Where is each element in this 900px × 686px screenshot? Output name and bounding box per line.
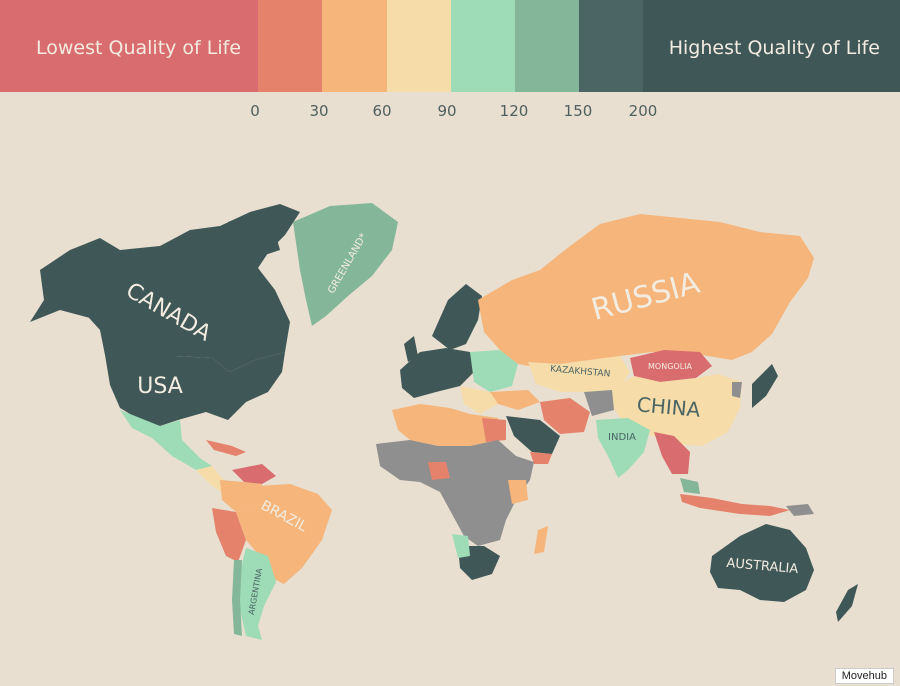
legend-tick: 120 [499,102,529,120]
yemen-region [530,452,552,464]
colombia-region [220,480,262,512]
indonesia-region [680,494,790,516]
mexico-region [120,410,212,470]
japan-region [752,364,778,408]
eastern-europe-region [470,350,518,392]
afghanistan-region [584,390,614,416]
scandinavia-region [432,284,482,350]
usa-region [105,352,285,426]
greenland-region [293,203,398,326]
label-australia: AUSTRALIA [726,556,799,577]
caribbean-region [206,440,246,456]
legend-band-60-90 [387,0,451,92]
legend-low-end [0,0,258,92]
alaska-region [30,258,110,322]
label-usa: USA [137,374,183,399]
korea-region [732,382,742,398]
indochina-region [654,432,690,474]
malaysia-region [680,478,700,494]
legend-high-end [643,0,900,92]
balkans-region [460,386,498,414]
legend-band-0-30 [258,0,322,92]
uk-region [404,336,418,362]
western-europe-region [400,348,474,398]
egypt-region [482,418,506,442]
turkey-region [490,390,540,410]
nigeria-region [428,462,450,480]
credit-label: Movehub [834,668,894,684]
peru-region [212,508,246,562]
arctic-islands-region [170,214,280,262]
canada-region [40,204,300,372]
mongolia-region [630,350,712,382]
legend-tick: 90 [437,102,457,120]
legend-tick: 60 [372,102,392,120]
png-region [786,504,814,516]
legend-high-label: Highest Quality of Life [668,37,880,59]
legend-bar [0,0,900,92]
legend-low-label: Lowest Quality of Life [36,37,242,59]
australia-region [710,524,814,602]
legend-tick: 0 [250,102,260,120]
namibia-region [452,534,470,558]
legend-band-30-60 [322,0,387,92]
legend-band-90-120 [451,0,515,92]
label-india: INDIA [608,432,636,443]
madagascar-region [534,526,548,554]
legend-band-150-200 [579,0,643,92]
argentina-region [238,548,276,640]
new-zealand-region [836,584,858,622]
legend-band-120-150 [515,0,579,92]
kazakhstan-region [528,356,630,392]
legend-tick: 30 [309,102,329,120]
legend-tick: 150 [563,102,593,120]
east-africa-region [508,480,528,504]
saudi-region [506,416,560,454]
central-africa-region [376,440,534,546]
north-africa-region [392,404,498,446]
legend-tick: 200 [628,102,658,120]
brazil-region [236,484,332,584]
label-china: CHINA [636,392,702,421]
india-region [596,418,650,478]
venezuela-region [232,464,276,484]
iran-region [540,398,590,434]
russia-region [478,214,814,368]
label-mongolia: MONGOLIA [648,362,692,371]
chile-region [232,560,242,636]
